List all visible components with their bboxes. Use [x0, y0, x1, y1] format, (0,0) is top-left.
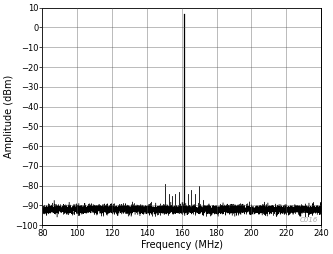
- Text: C016: C016: [300, 217, 318, 223]
- X-axis label: Frequency (MHz): Frequency (MHz): [141, 240, 223, 250]
- Y-axis label: Amplitude (dBm): Amplitude (dBm): [4, 75, 14, 158]
